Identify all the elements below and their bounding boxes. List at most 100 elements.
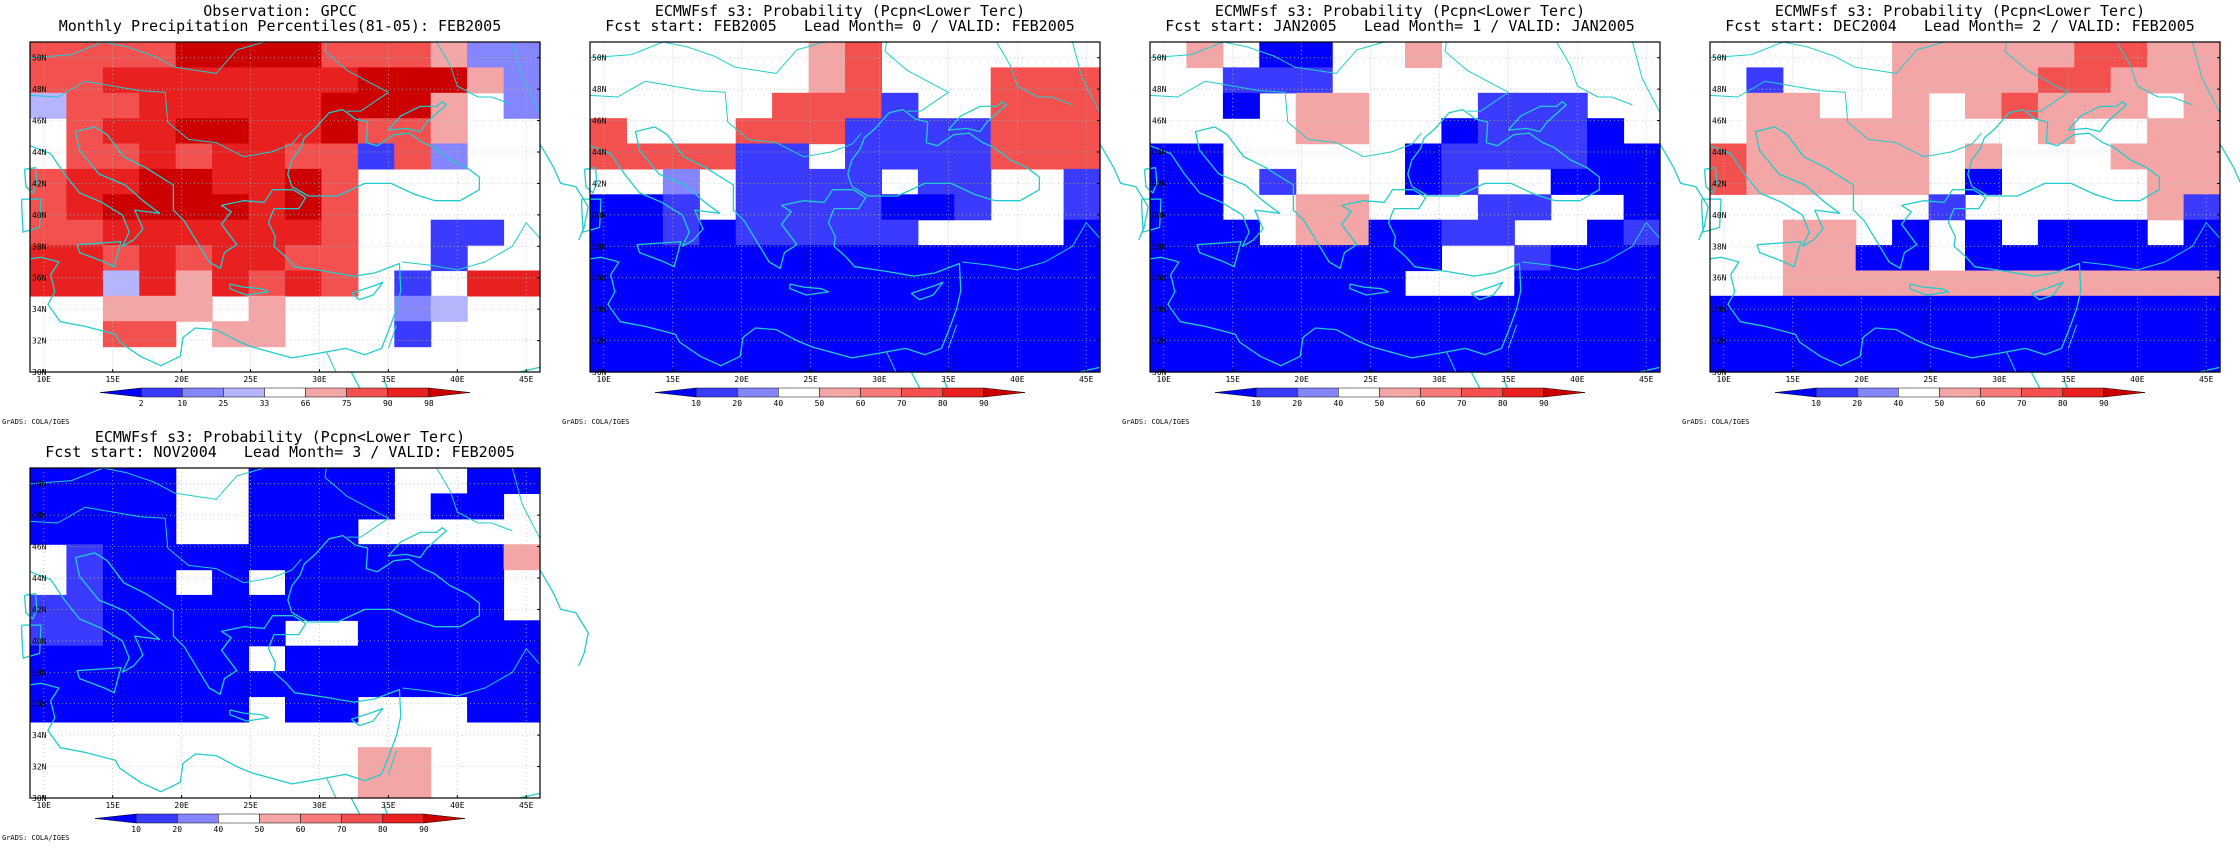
colorbar-label: 2 (139, 399, 144, 408)
grid-cell (1965, 270, 2002, 297)
river-line (1071, 41, 1101, 113)
grid-cell (430, 594, 468, 621)
grid-cell (590, 270, 627, 297)
lat-tick-label: 40N (1712, 211, 1727, 220)
lat-tick-label: 36N (1152, 274, 1167, 283)
lat-tick-label: 46N (1712, 117, 1727, 126)
lon-tick-label: 35E (2061, 375, 2076, 384)
river-line (884, 41, 949, 112)
colorbar-swatch (901, 387, 944, 398)
grid-cell (2074, 67, 2112, 94)
river-line (1149, 41, 1385, 74)
grid-cell (1332, 194, 1370, 221)
colorbar-swatch (860, 387, 902, 398)
colorbar-label: 20 (1292, 399, 1302, 408)
grid-cell (1063, 118, 1101, 145)
grid-cell (2147, 245, 2185, 272)
colorbar-label: 20 (1852, 399, 1862, 408)
grid-cell (954, 295, 992, 322)
grid-cell (699, 321, 737, 348)
colorbar-swatch (2103, 387, 2146, 398)
colorbar-label: 50 (1935, 399, 1945, 408)
grid-cell (2183, 270, 2221, 297)
grid-cell (2147, 143, 2185, 170)
grid-cell (1063, 168, 1101, 195)
grid-cell (954, 346, 992, 373)
grid-cell (175, 620, 213, 647)
grid-cell (248, 594, 286, 621)
grid-cell (626, 295, 664, 322)
grid-cell (321, 194, 359, 221)
grid-cell (285, 569, 322, 596)
grid-cell (66, 544, 104, 571)
grid-cell (1782, 118, 1820, 145)
colorbar-swatch (423, 813, 466, 824)
lon-tick-label: 25E (1923, 375, 1938, 384)
river-line (29, 467, 265, 500)
colorbar-swatch (1255, 387, 1298, 398)
grid-cell (430, 219, 468, 246)
grid-cell (1710, 321, 1747, 348)
grid-cell (1746, 346, 1784, 373)
grid-cell (1819, 346, 1857, 373)
grid-cell (66, 696, 104, 723)
grid-cell (917, 168, 955, 195)
grid-cell (139, 544, 177, 571)
grid-cell (212, 118, 250, 145)
coastline (583, 167, 598, 194)
coastline (383, 379, 388, 388)
grid-cell (30, 518, 67, 545)
map-plot-area: 30N 32N 34N 36N 38N 40N 42N 44N 46N 48N 50N 10E 15E 2… (1141, 41, 1709, 408)
grid-cell (467, 671, 505, 698)
lat-tick-label: 46N (1152, 117, 1167, 126)
grid-cell (2183, 245, 2221, 272)
map-panel-lead-1: ECMWFsf s3: Probability (Pcpn<Lower Terc… (1120, 0, 1680, 430)
lon-tick-label: 20E (1294, 375, 1309, 384)
grid-cell (772, 219, 810, 246)
lat-tick-label: 32N (1152, 337, 1167, 346)
grid-cell (1514, 295, 1552, 322)
grid-cell (467, 493, 505, 520)
grid-cell (808, 245, 846, 272)
coastline (2030, 281, 2064, 301)
grid-cell (1186, 245, 1224, 272)
grid-cell (845, 346, 882, 373)
grid-cell (2147, 295, 2185, 322)
grid-cell (66, 671, 104, 698)
colorbar-label: 90 (2099, 399, 2109, 408)
grid-cell (430, 671, 468, 698)
grid-cell (1295, 67, 1333, 94)
river-line (885, 351, 897, 373)
grid-cell (1965, 143, 2002, 170)
grid-cell (357, 569, 395, 596)
grid-cell (102, 468, 140, 494)
panel-title-line1: ECMWFsf s3: Probability (Pcpn<Lower Terc… (94, 428, 466, 446)
grid-cell (102, 620, 140, 647)
lat-tick-label: 50N (32, 54, 47, 63)
grid-cell (1550, 168, 1588, 195)
grid-cell (2183, 92, 2221, 119)
grid-cell (357, 620, 395, 647)
grid-cell (881, 321, 919, 348)
grid-cell (662, 245, 700, 272)
grid-cell (2037, 42, 2075, 68)
grid-cell (1259, 270, 1297, 297)
grid-cell (2074, 219, 2112, 246)
grid-cell (1550, 346, 1588, 373)
grid-cell (1855, 143, 1893, 170)
grid-cell (808, 118, 846, 145)
grid-cell (1550, 295, 1588, 322)
coastline (21, 624, 42, 659)
coastline (1079, 366, 1101, 373)
panel-title-line1: ECMWFsf s3: Probability (Pcpn<Lower Terc… (1774, 2, 2146, 20)
grid-cell (699, 219, 737, 246)
lon-tick-label: 20E (174, 375, 189, 384)
lat-tick-label: 30N (32, 794, 47, 803)
panel-title-line2: Fcst start: JAN2005 Lead Month= 1 / VALI… (1165, 17, 1635, 35)
grid-cell (1027, 346, 1065, 373)
grid-cell (2183, 168, 2221, 195)
lat-tick-label: 38N (32, 242, 47, 251)
grid-cell (394, 321, 432, 348)
grid-cell (467, 270, 505, 297)
grid-cell (2183, 67, 2221, 94)
